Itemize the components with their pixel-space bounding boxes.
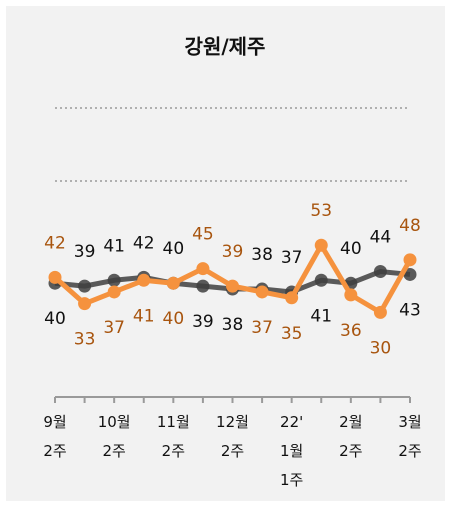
data-label: 37 [103,318,125,338]
x-tick-line: 12월 [216,413,249,431]
point [403,267,417,281]
x-tick-line: 3월 [398,413,421,431]
x-tick-line: 22' [280,413,303,431]
data-label: 48 [399,216,421,236]
chart-title: 강원/제주 [185,35,266,59]
point [373,305,387,319]
point [314,273,328,287]
data-label: 40 [340,239,362,259]
point [137,273,151,287]
data-label: 41 [103,236,125,256]
data-label: 33 [74,330,96,350]
x-tick-label: 9월 2주 [43,413,66,460]
point [78,297,92,311]
data-label: 43 [399,300,421,320]
x-tick-line: 2주 [398,442,421,460]
x-tick-label: 12월 2주 [216,413,249,460]
point [373,265,387,279]
data-label: 35 [281,324,303,344]
x-tick-line: 9월 [43,413,66,431]
data-label: 36 [340,321,362,341]
data-label: 44 [370,228,392,248]
point [314,238,328,252]
data-label: 30 [370,338,392,358]
x-tick-line: 2주 [339,442,362,460]
point [255,285,269,299]
x-tick-line: 2주 [221,442,244,460]
data-label: 37 [281,248,303,268]
data-label: 42 [44,233,66,253]
point [107,273,121,287]
point [344,288,358,302]
point [196,279,210,293]
x-tick-line: 2월 [339,413,362,431]
x-tick-line: 11월 [157,413,190,431]
point [196,262,210,276]
data-label: 40 [163,239,185,259]
x-tick-line: 10월 [98,413,131,431]
point [166,276,180,290]
point [78,279,92,293]
background [6,6,445,501]
data-label: 42 [133,233,155,253]
x-tick-label: 2월 2주 [339,413,362,460]
data-label: 39 [74,242,96,262]
data-label: 39 [192,312,214,332]
x-tick-label: 10월 2주 [98,413,131,460]
x-tick-label: 11월 2주 [157,413,190,460]
data-label: 41 [310,306,332,326]
x-tick-label: 22' 1월 1주 [280,413,303,489]
data-label: 38 [222,315,244,335]
x-tick-line: 2주 [162,442,185,460]
point [48,270,62,284]
data-label: 40 [44,309,66,329]
data-label: 45 [192,225,214,245]
data-label: 37 [251,318,273,338]
data-label: 38 [251,245,273,265]
point [107,285,121,299]
x-tick-line: 2주 [43,442,66,460]
data-label: 41 [133,306,155,326]
x-tick-line: 2주 [102,442,125,460]
point [285,291,299,305]
data-label: 39 [222,242,244,262]
data-label: 53 [310,201,332,221]
point [226,279,239,293]
x-tick-label: 3월 2주 [398,413,421,460]
data-label: 40 [163,309,185,329]
x-tick-line: 1월 [280,442,303,460]
point [403,253,417,267]
x-tick-line: 1주 [280,471,303,489]
